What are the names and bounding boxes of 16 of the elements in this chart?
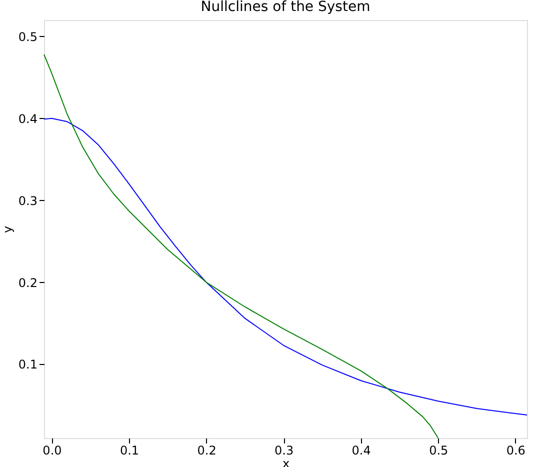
chart-title: Nullclines of the System <box>200 0 370 15</box>
x-tick-label: 0.3 <box>274 444 294 458</box>
x-tick-label: 0.6 <box>506 444 526 458</box>
line-series <box>44 54 439 438</box>
y-tick-label: 0.4 <box>18 112 38 126</box>
x-tick-label: 0.2 <box>197 444 216 458</box>
x-tick-label: 0.4 <box>352 444 371 458</box>
x-tick-label: 0.1 <box>120 444 140 458</box>
line-series <box>44 118 528 416</box>
y-axis-title: y <box>0 226 14 234</box>
y-tick-label: 0.1 <box>18 358 38 372</box>
y-tick-label: 0.2 <box>18 276 38 290</box>
y-tick-label: 0.3 <box>18 194 38 208</box>
y-tick-label: 0.5 <box>18 30 38 44</box>
x-tick-label: 0.5 <box>429 444 448 458</box>
x-tick-label: 0.0 <box>42 444 62 458</box>
